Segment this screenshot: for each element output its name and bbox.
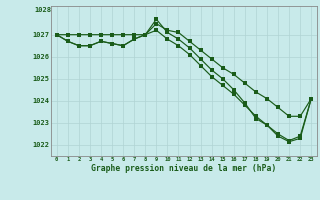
Text: 1028: 1028 (34, 7, 51, 13)
X-axis label: Graphe pression niveau de la mer (hPa): Graphe pression niveau de la mer (hPa) (92, 164, 276, 173)
